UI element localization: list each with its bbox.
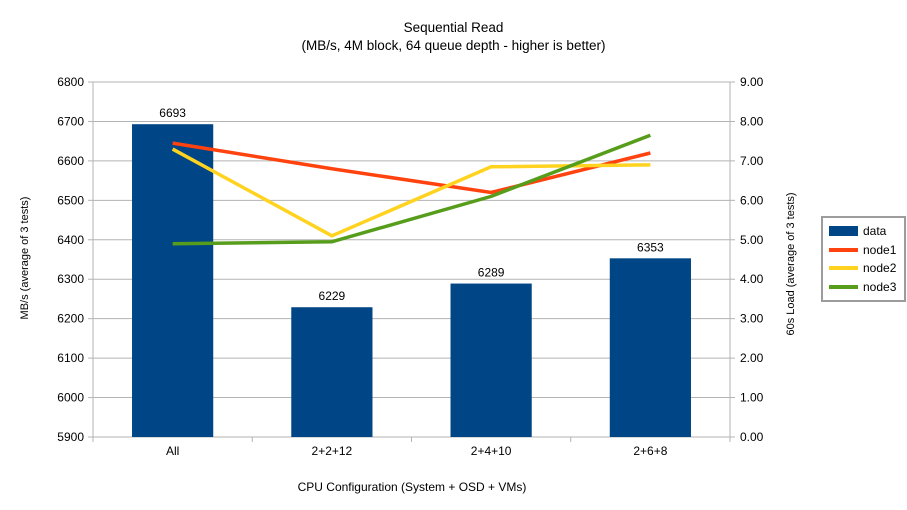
bar-2+6+8 bbox=[609, 258, 691, 437]
left-axis-tick-label: 6700 bbox=[57, 114, 84, 128]
left-axis-tick-label: 6200 bbox=[57, 312, 84, 326]
category-label: 2+4+10 bbox=[471, 444, 512, 458]
category-label: 2+2+12 bbox=[312, 444, 353, 458]
right-axis-title: 60s Load (average of 3 tests) bbox=[785, 192, 797, 336]
chart-subtitle: (MB/s, 4M block, 64 queue depth - higher… bbox=[301, 38, 606, 53]
chart-title: Sequential Read bbox=[403, 20, 504, 35]
bar-value-label: 6353 bbox=[637, 240, 664, 254]
category-label: 2+6+8 bbox=[633, 444, 667, 458]
left-axis-tick-label: 6800 bbox=[57, 75, 84, 89]
legend-label: node3 bbox=[863, 279, 897, 294]
right-axis-tick-label: 4.00 bbox=[740, 272, 764, 286]
right-axis-tick-label: 2.00 bbox=[740, 351, 764, 365]
legend-item-node2: node2 bbox=[829, 259, 899, 278]
right-axis-tick-label: 8.00 bbox=[740, 114, 764, 128]
bar-value-label: 6693 bbox=[159, 106, 186, 120]
bar-value-label: 6289 bbox=[478, 266, 505, 280]
right-axis-tick-label: 3.00 bbox=[740, 312, 764, 326]
bar-2+4+10 bbox=[450, 283, 532, 437]
left-axis-tick-label: 6500 bbox=[57, 193, 84, 207]
legend-label: node1 bbox=[863, 242, 897, 257]
bar-All bbox=[132, 124, 214, 437]
legend-item-node1: node1 bbox=[829, 241, 899, 260]
left-axis-tick-label: 6400 bbox=[57, 233, 84, 247]
legend-swatch-node1 bbox=[829, 247, 858, 252]
category-label: All bbox=[166, 444, 179, 458]
legend-label: node2 bbox=[863, 261, 897, 276]
left-axis-title: MB/s (average of 3 tests) bbox=[19, 196, 31, 320]
right-axis-tick-label: 6.00 bbox=[740, 193, 764, 207]
line-series-node3 bbox=[172, 133, 652, 246]
left-axis-tick-label: 6000 bbox=[57, 391, 84, 405]
left-axis-tick-label: 6600 bbox=[57, 154, 84, 168]
bar-2+2+12 bbox=[291, 307, 373, 437]
legend-item-node3: node3 bbox=[829, 278, 899, 297]
bar-value-label: 6229 bbox=[319, 289, 346, 303]
left-axis-tick-label: 5900 bbox=[57, 430, 84, 444]
legend-item-data: data bbox=[829, 222, 899, 241]
legend-swatch-node2 bbox=[829, 266, 858, 271]
legend-label: data bbox=[863, 224, 887, 239]
right-axis-tick-label: 0.00 bbox=[740, 430, 764, 444]
left-axis-tick-label: 6100 bbox=[57, 351, 84, 365]
right-axis-tick-label: 5.00 bbox=[740, 233, 764, 247]
chart-title-block: Sequential Read (MB/s, 4M block, 64 queu… bbox=[0, 19, 907, 55]
right-axis-tick-label: 1.00 bbox=[740, 391, 764, 405]
right-axis-tick-label: 7.00 bbox=[740, 154, 764, 168]
line-series-node1 bbox=[172, 141, 651, 195]
legend-swatch-node3 bbox=[829, 284, 858, 289]
legend: data node1 node2 node3 bbox=[821, 216, 906, 302]
left-axis-tick-label: 6300 bbox=[57, 272, 84, 286]
x-axis-title: CPU Configuration (System + OSD + VMs) bbox=[297, 480, 527, 494]
legend-swatch-data bbox=[829, 226, 858, 237]
right-axis-tick-label: 9.00 bbox=[740, 75, 764, 89]
